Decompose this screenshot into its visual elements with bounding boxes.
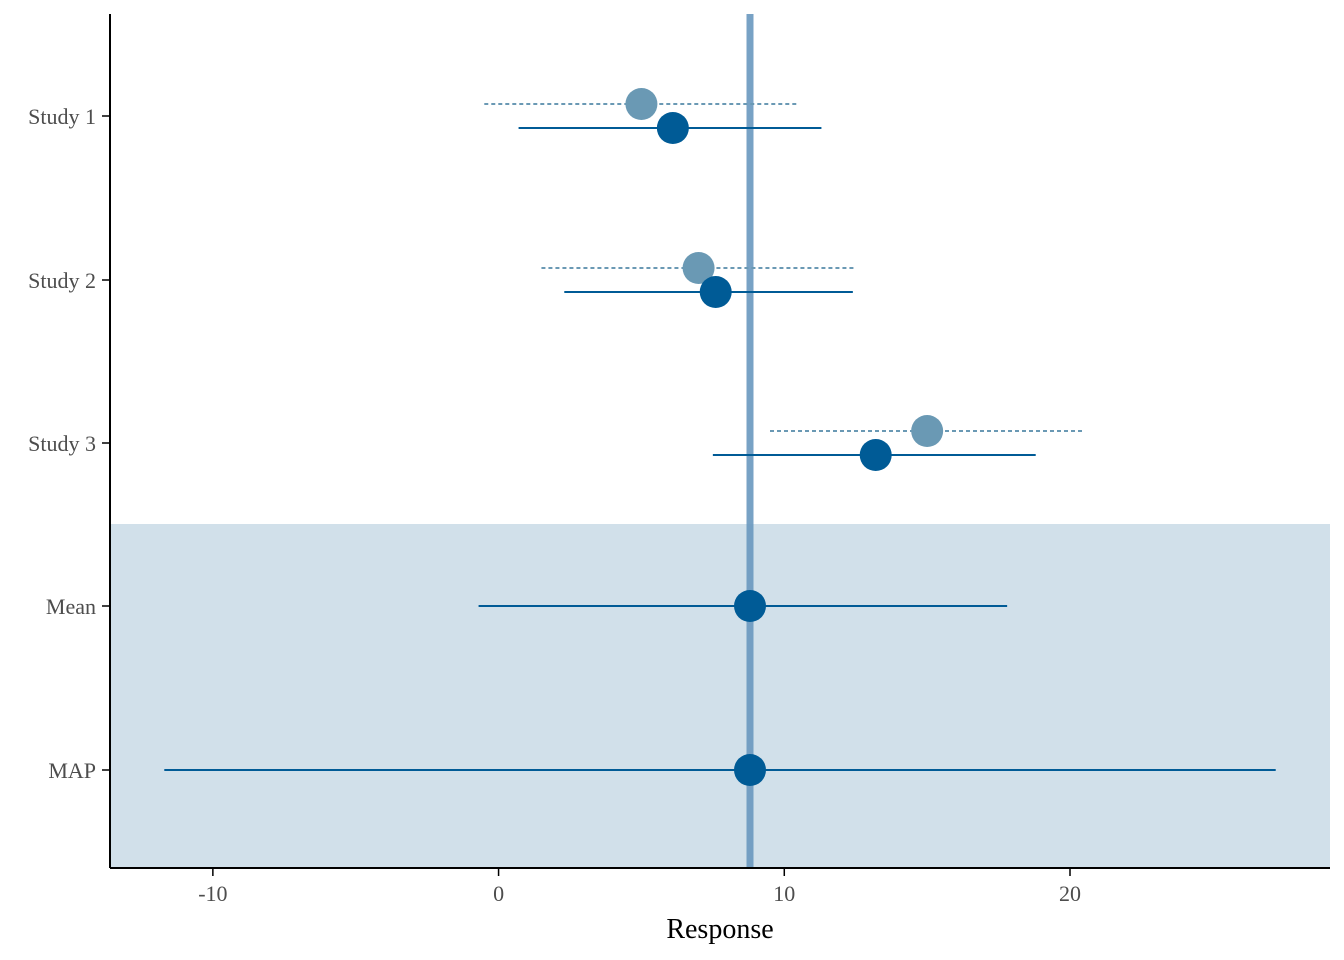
x-tick-label: 10 <box>773 881 795 906</box>
x-axis-title: Response <box>666 914 773 945</box>
y-tick-label: Study 1 <box>28 104 96 129</box>
shaded-summary-region <box>110 524 1330 868</box>
y-tick-label: Mean <box>46 594 96 619</box>
y-tick-label: Study 2 <box>28 268 96 293</box>
x-tick-label: 20 <box>1059 881 1081 906</box>
point-estimate <box>699 276 732 308</box>
point-estimate <box>625 88 658 120</box>
point-estimate <box>859 439 892 471</box>
series-solid <box>164 112 1276 786</box>
point-estimate <box>682 252 715 284</box>
y-tick-label: MAP <box>48 758 96 783</box>
x-tick-label: 0 <box>493 881 504 906</box>
y-tick-label: Study 3 <box>28 431 96 456</box>
series-dashed <box>484 88 1085 447</box>
x-tick-label: -10 <box>198 881 227 906</box>
point-estimate <box>911 415 944 447</box>
point-estimate <box>734 590 766 622</box>
point-estimate <box>734 754 766 786</box>
point-estimate <box>656 112 689 144</box>
